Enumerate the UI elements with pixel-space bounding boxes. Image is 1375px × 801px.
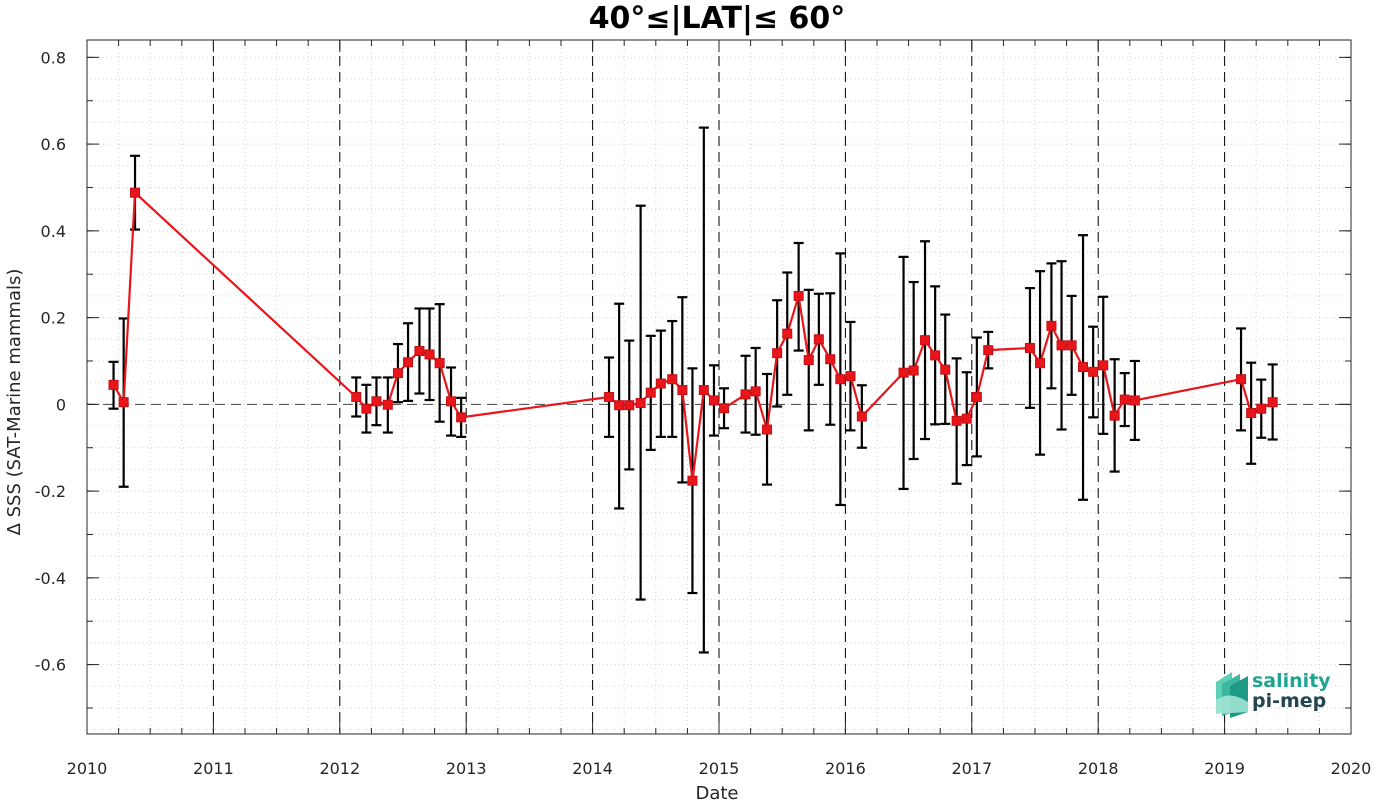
data-point (677, 385, 688, 396)
data-point (898, 367, 909, 378)
error-bars (108, 126, 1278, 654)
data-point (446, 396, 457, 407)
y-tick-label: 0.8 (41, 48, 66, 67)
logo-wave-icon (1216, 672, 1248, 718)
data-point (803, 355, 814, 366)
data-point (614, 400, 625, 411)
data-point (845, 371, 856, 382)
data-point (424, 349, 435, 360)
x-tick-label: 2012 (319, 759, 360, 778)
data-point (382, 399, 393, 410)
data-point (772, 348, 783, 359)
y-tick-labels: 0.8 0.6 0.4 0.2 0 -0.2 -0.4 -0.6 (35, 48, 66, 674)
data-point (414, 345, 425, 356)
data-point (1267, 397, 1278, 408)
y-axis-label: Δ SSS (SAT-Marine mammals) (4, 269, 25, 536)
x-tick-labels: 2010 2011 2012 2013 2014 2015 2016 2017 2018 2019… (67, 759, 1372, 778)
logo-text-pi-mep: pi-mep (1252, 690, 1326, 712)
data-point (351, 391, 362, 402)
x-tick-label: 2013 (446, 759, 487, 778)
data-point (1035, 358, 1046, 369)
x-tick-label: 2011 (193, 759, 234, 778)
data-point (782, 328, 793, 339)
year-lines (212, 40, 1226, 734)
data-point (687, 475, 698, 486)
y-tick-label: -0.4 (35, 569, 66, 588)
x-tick-label: 2018 (1078, 759, 1119, 778)
data-point (645, 387, 656, 398)
data-point (750, 386, 761, 397)
data-point (108, 379, 119, 390)
data-point (1056, 340, 1067, 351)
y-tick-label: 0.2 (41, 309, 66, 328)
data-point (130, 187, 141, 198)
x-tick-label: 2010 (67, 759, 108, 778)
data-point (971, 391, 982, 402)
y-tick-label: -0.2 (35, 482, 66, 501)
data-point (740, 389, 751, 400)
data-point (434, 358, 445, 369)
data-point (708, 395, 719, 406)
data-point (371, 396, 382, 407)
data-point (1256, 403, 1267, 414)
data-point (403, 357, 414, 368)
x-axis-label: Date (695, 783, 738, 801)
data-point (1119, 394, 1130, 405)
data-point (920, 335, 931, 346)
data-point (118, 397, 129, 408)
data-point (624, 400, 635, 411)
data-point (655, 378, 666, 389)
data-point (940, 364, 951, 375)
x-tick-label: 2020 (1331, 759, 1372, 778)
chart-title: 40°≤|LAT|≤ 60° (589, 1, 846, 36)
data-point (698, 385, 709, 396)
data-point (908, 365, 919, 376)
data-point (793, 290, 804, 301)
data-point (856, 411, 867, 422)
data-point (1098, 360, 1109, 371)
data-markers (108, 187, 1278, 486)
x-tick-label: 2015 (699, 759, 740, 778)
data-point (1078, 362, 1089, 373)
data-point (667, 374, 678, 385)
data-point (1129, 395, 1140, 406)
data-point (1046, 320, 1057, 331)
data-point (604, 391, 615, 402)
y-tick-label: 0 (56, 395, 66, 414)
data-point (1066, 340, 1077, 351)
data-point (1246, 408, 1257, 419)
x-tick-label: 2014 (572, 759, 613, 778)
data-point (392, 368, 403, 379)
data-point (835, 374, 846, 385)
data-point (951, 415, 962, 426)
data-point (456, 412, 467, 423)
y-tick-label: 0.4 (41, 222, 66, 241)
data-point (1024, 342, 1035, 353)
logo-text-salinity: salinity (1252, 670, 1331, 692)
data-point (361, 403, 372, 414)
y-tick-label: -0.6 (35, 656, 66, 675)
data-point (1088, 366, 1099, 377)
salinity-pi-mep-logo: salinity pi-mep (1216, 670, 1331, 718)
x-tick-label: 2019 (1204, 759, 1245, 778)
x-tick-label: 2017 (951, 759, 992, 778)
data-point (983, 345, 994, 356)
y-tick-label: 0.6 (41, 135, 66, 154)
data-point (813, 334, 824, 345)
data-point (719, 403, 730, 414)
data-point (825, 354, 836, 365)
axis-ticks (86, 40, 1352, 734)
data-point (1236, 374, 1247, 385)
data-point (762, 424, 773, 435)
data-point (930, 350, 941, 361)
x-tick-label: 2016 (825, 759, 866, 778)
data-point (961, 413, 972, 424)
data-point (1109, 410, 1120, 421)
data-point (635, 398, 646, 409)
